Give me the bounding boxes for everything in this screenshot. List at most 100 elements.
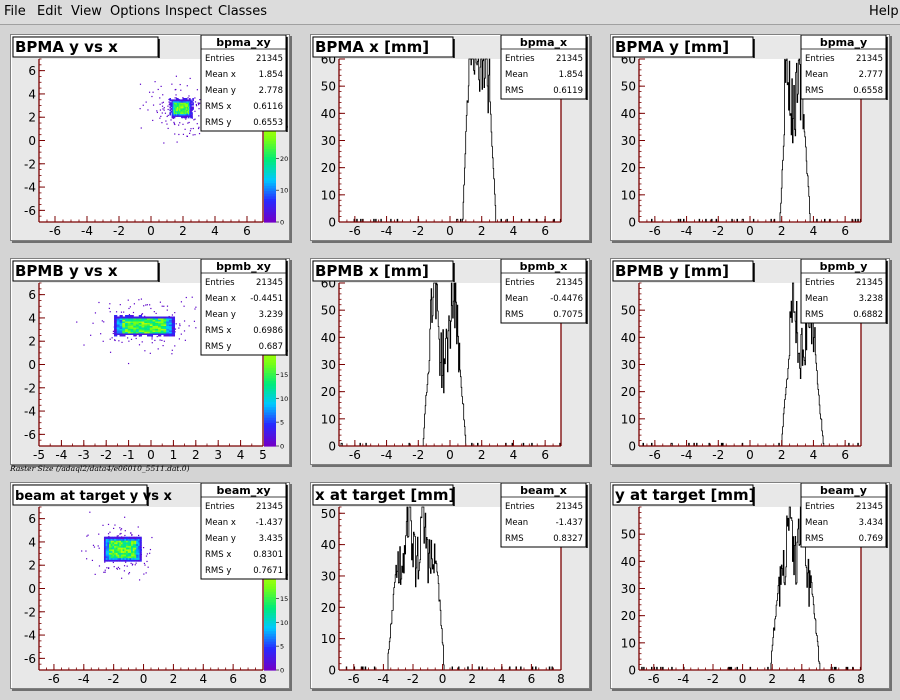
heatmap-cell (182, 113, 185, 116)
heatmap-point (184, 339, 186, 341)
stats-label: RMS (505, 310, 524, 320)
heatmap-cell (183, 109, 186, 112)
heatmap-cell (125, 318, 129, 321)
heatmap-cell (109, 545, 112, 548)
heatmap-point (146, 304, 148, 306)
chart-title: BPMB y [mm] (615, 262, 729, 280)
heatmap-cell (171, 107, 174, 110)
heatmap-cell (129, 536, 132, 539)
heatmap-point (157, 348, 159, 350)
heatmap-cell (152, 328, 156, 331)
y-tick-label: 0 (28, 358, 36, 372)
palette-cell (264, 138, 276, 142)
x-tick-label: 2 (179, 224, 187, 238)
heatmap-cell (112, 538, 115, 541)
heatmap-cell (129, 545, 132, 548)
heatmap-cell (155, 329, 159, 332)
heatmap-cell (131, 541, 134, 545)
heatmap-cell (114, 540, 117, 543)
heatmap-cell (119, 315, 123, 318)
heatmap-cell (189, 98, 191, 100)
heatmap-point (173, 121, 175, 124)
stats-name: bpma_xy (216, 36, 270, 49)
heatmap-cell (185, 105, 188, 107)
stats-value: -0.4476 (550, 294, 583, 304)
heatmap-point (117, 535, 119, 537)
x-tick-label: -4 (377, 672, 389, 686)
heatmap-point (195, 327, 197, 329)
pad-bpma-x[interactable]: -6 -4 -2 0 2 4 6 0 10 20 30 40 50 60 BPMA x [mm] bpma_x… (310, 34, 590, 241)
heatmap-cell (129, 559, 132, 562)
heatmap-cell (169, 332, 173, 335)
heatmap-cell (116, 319, 121, 322)
x-tick-label: -2 (712, 224, 724, 238)
stats-value: -1.437 (256, 518, 283, 528)
heatmap-cell (190, 105, 192, 107)
palette-cell (264, 388, 276, 392)
heatmap-cell (182, 112, 185, 115)
menu-edit[interactable]: Edit (37, 4, 63, 19)
heatmap-cell (180, 100, 182, 103)
heatmap-cell (132, 547, 136, 550)
heatmap-cell (136, 321, 140, 324)
heatmap-cell (117, 555, 120, 559)
heatmap-cell (177, 110, 179, 113)
heatmap-point (140, 298, 143, 300)
menu-inspect[interactable]: Inspect (165, 4, 213, 19)
heatmap-point (199, 99, 201, 101)
pad-beam-y[interactable]: -6 -4 -2 0 2 4 6 8 0 10 20 30 40 50 y at target [mm] be… (610, 482, 890, 689)
y-tick-label: -6 (24, 652, 36, 666)
palette-cell (264, 359, 276, 363)
heatmap-cell (122, 550, 125, 553)
y-tick-label: -6 (24, 428, 36, 442)
heatmap-cell (179, 110, 181, 113)
x-tick-label: 0 (446, 224, 454, 238)
pad-bpma-y[interactable]: -6 -4 -2 0 2 4 6 0 10 20 30 40 50 60 BPMA y [mm] bpma_y… (610, 34, 890, 241)
palette-tick-label: 5 (280, 419, 284, 427)
heatmap-cell (122, 536, 125, 539)
pad-bpmb-x[interactable]: -6 -4 -2 0 2 4 6 0 10 20 30 40 50 60 BPMB x [mm] bpmb_x… (310, 258, 590, 465)
heatmap-point (108, 307, 110, 310)
stats-label: RMS x (205, 102, 231, 112)
heatmap-cell (171, 316, 176, 319)
heatmap-cell (170, 102, 173, 105)
heatmap-cell (138, 328, 143, 331)
heatmap-cell (120, 540, 124, 543)
heatmap-point (85, 550, 87, 552)
heatmap-point (129, 306, 131, 308)
heatmap-point (149, 548, 152, 551)
menu-help[interactable]: Help (869, 4, 899, 19)
heatmap-point (100, 333, 102, 335)
menu-file[interactable]: File (4, 4, 26, 19)
chart-title: BPMB y vs x (15, 262, 118, 280)
heatmap-cell (191, 116, 193, 119)
heatmap-cell (122, 329, 126, 332)
pad-bpmb-y[interactable]: -6 -4 -2 0 2 4 6 0 10 20 30 40 50 BPMB y [mm] bpmb_y En… (610, 258, 890, 465)
menu-options[interactable]: Options (110, 4, 161, 19)
heatmap-point (198, 115, 200, 117)
heatmap-cell (109, 548, 112, 552)
heatmap-cell (130, 323, 134, 326)
pad-beam-x[interactable]: -6 -4 -2 0 2 4 6 8 0 10 20 30 40 50 x at target [mm] be… (310, 482, 590, 689)
heatmap-point (113, 527, 115, 530)
heatmap-cell (186, 100, 189, 103)
x-tick-label: -2 (113, 224, 125, 238)
heatmap-point (111, 337, 113, 339)
heatmap-cell (116, 322, 121, 325)
heatmap-cell (124, 559, 127, 562)
palette-cell (264, 356, 276, 360)
heatmap-cell (119, 334, 123, 337)
heatmap-cell (179, 105, 181, 107)
menu-view[interactable]: View (71, 4, 102, 19)
menu-classes[interactable]: Classes (218, 4, 267, 19)
heatmap-cell (174, 110, 177, 113)
heatmap-cell (103, 548, 107, 552)
heatmap-cell (137, 555, 141, 559)
heatmap-cell (155, 332, 159, 335)
palette-cell (264, 172, 276, 176)
heatmap-cell (127, 319, 132, 322)
heatmap-cell (115, 552, 119, 555)
